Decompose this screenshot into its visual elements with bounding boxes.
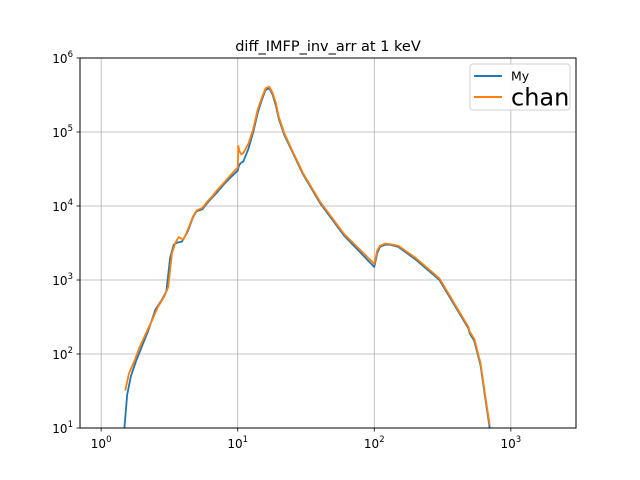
y-tick-label: 105 [52,124,73,140]
plot-frame [79,57,577,429]
chart-title: diff_IMFP_inv_arr at 1 keV [235,39,421,55]
axis-ticks: 100 101 102 103 101 102 103 104 105 106 [52,50,521,451]
x-tick-label: 100 [91,435,112,451]
y-tick-label: 102 [52,346,73,362]
x-tick-label: 103 [500,435,521,451]
legend-label-my: My [511,68,530,83]
y-tick-label: 101 [52,420,73,436]
series-line-chan [124,85,491,426]
legend-label-chan: chan [511,83,569,111]
x-tick-label: 102 [364,435,385,451]
series-lines [123,85,491,428]
y-tick-label: 103 [52,272,73,288]
x-tick-label: 101 [227,435,248,451]
y-tick-label: 106 [52,50,73,66]
y-tick-label: 104 [52,198,73,214]
